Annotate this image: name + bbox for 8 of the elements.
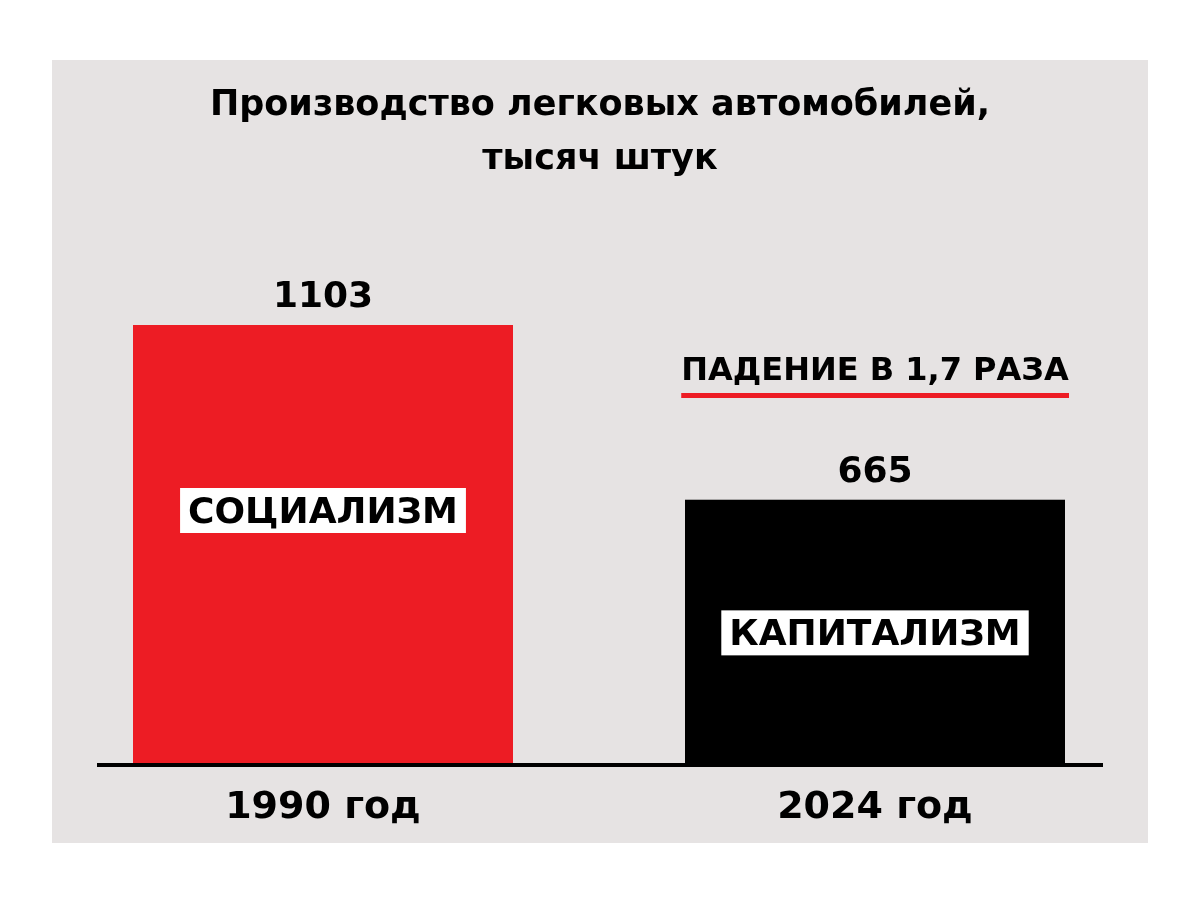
annotation: СОЦИАЛИЗМ [188, 490, 458, 531]
data-label: 1103 [272, 274, 374, 315]
data-label: 665 [837, 448, 913, 490]
x-tick-label: 2024 год [777, 783, 973, 827]
annotation: КАПИТАЛИЗМ [729, 612, 1021, 654]
chart-title: Производство легковых автомобилей, тысяч штук [209, 83, 991, 177]
annotation: ПАДЕНИЕ В 1,7 РАЗА [681, 350, 1070, 388]
x-tick-label: 1990 год [225, 783, 421, 827]
